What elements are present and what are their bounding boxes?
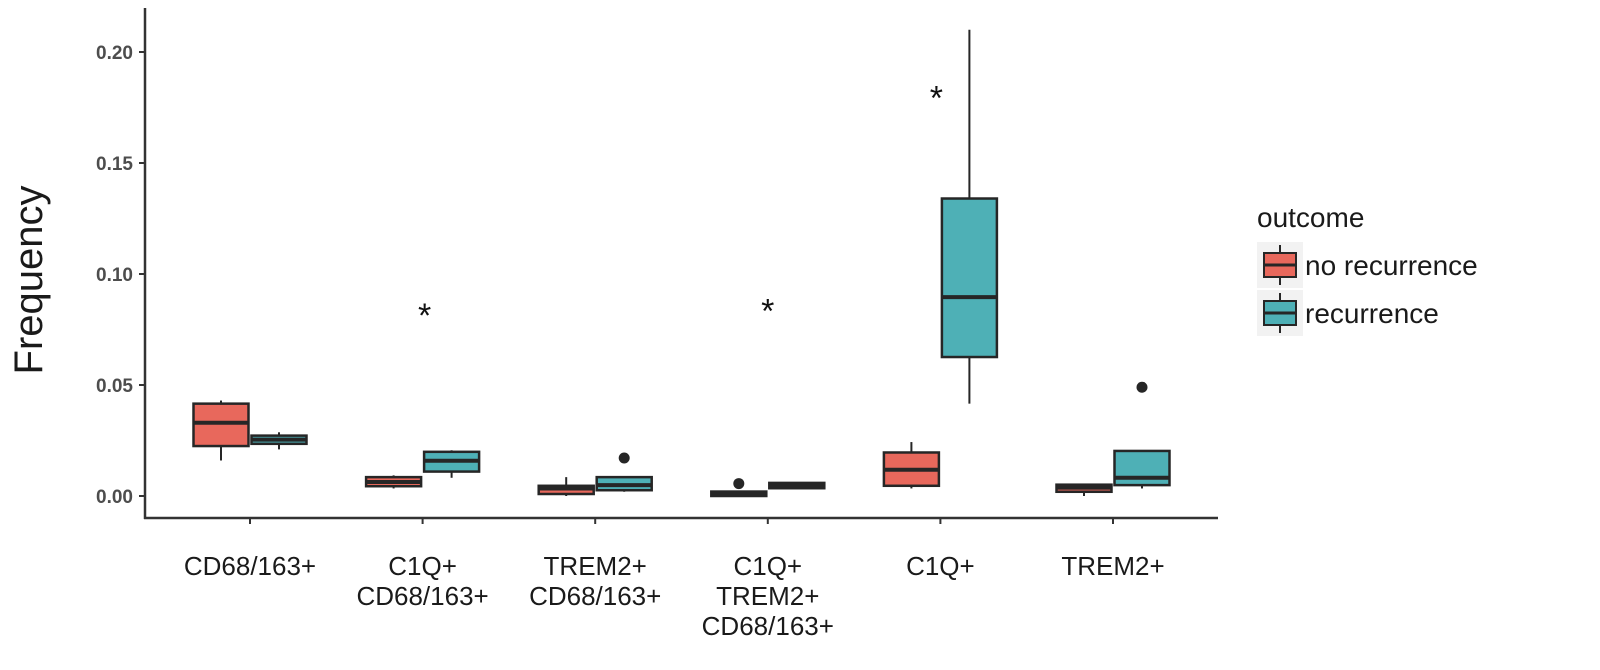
y-axis-label: Frequency	[7, 186, 51, 375]
box-no-recurrence	[710, 478, 768, 498]
x-tick-label: TREM2+	[1061, 551, 1164, 581]
box-recurrence	[940, 29, 999, 404]
x-tick-label-line: C1Q+	[906, 551, 975, 581]
x-tick-label: CD68/163+	[184, 551, 316, 581]
significance-marker: *	[930, 80, 943, 118]
box-iqr	[192, 402, 250, 448]
outlier-point	[618, 452, 630, 464]
x-tick-label-line: C1Q+	[733, 551, 802, 581]
significance-marker: *	[418, 297, 431, 335]
y-tick-label: 0.00	[96, 487, 133, 508]
legend-item: no recurrence	[1257, 242, 1478, 288]
significance-marker: *	[761, 293, 774, 331]
legend-item: recurrence	[1257, 290, 1439, 336]
legend-label: recurrence	[1305, 298, 1439, 329]
x-tick-label: C1Q+ CD68/163+	[356, 551, 488, 611]
x-tick-label-line: TREM2+	[716, 581, 819, 611]
box-no-recurrence	[192, 400, 250, 461]
legend-label: no recurrence	[1305, 250, 1478, 281]
x-tick-label: C1Q+ TREM2+ CD68/163+	[702, 551, 834, 641]
box-recurrence	[250, 432, 308, 450]
x-tick-label-line: CD68/163+	[529, 581, 661, 611]
x-tick-label-line: C1Q+	[388, 551, 457, 581]
y-tick-label: 0.15	[96, 154, 133, 175]
box-recurrence	[422, 450, 481, 478]
box-no-recurrence	[882, 442, 941, 489]
y-tick-label: 0.05	[96, 376, 133, 397]
outlier-point	[1136, 381, 1148, 393]
box-no-recurrence	[1055, 483, 1113, 496]
box-recurrence	[595, 452, 653, 492]
legend-title: outcome	[1257, 202, 1364, 233]
legend: outcome no recurrence recurrence	[1257, 202, 1478, 336]
x-tick-label: C1Q+	[906, 551, 975, 581]
x-tick-label-line: TREM2+	[1061, 551, 1164, 581]
x-tick-label-line: TREM2+	[544, 551, 647, 581]
x-tick-label: TREM2+ CD68/163+	[529, 551, 661, 611]
y-tick-label: 0.10	[96, 265, 133, 286]
box-iqr	[1113, 449, 1171, 487]
x-tick-label-line: CD68/163+	[356, 581, 488, 611]
x-tick-label-line: CD68/163+	[184, 551, 316, 581]
outlier-point	[733, 478, 745, 490]
box-no-recurrence	[537, 477, 595, 496]
box-recurrence	[768, 481, 826, 490]
box-recurrence	[1113, 381, 1171, 489]
box-no-recurrence	[364, 475, 423, 489]
box-iqr	[940, 197, 999, 359]
y-tick-label: 0.20	[96, 43, 133, 64]
x-tick-label-line: CD68/163+	[702, 611, 834, 641]
